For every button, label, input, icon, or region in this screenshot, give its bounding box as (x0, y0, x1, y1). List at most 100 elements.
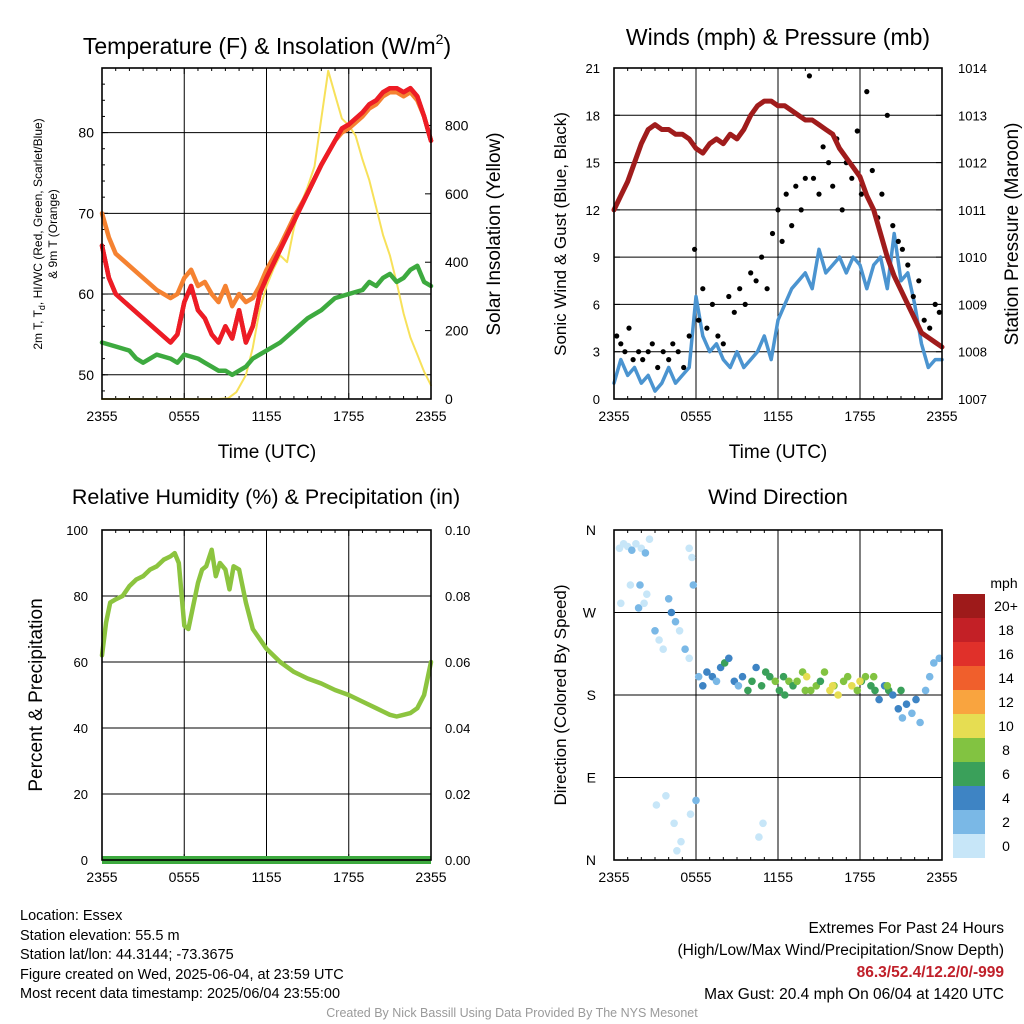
gust-point (810, 175, 817, 181)
gust-point (709, 301, 716, 307)
direction-point (834, 691, 842, 699)
direction-point (671, 617, 680, 626)
y-tick-label-left: 6 (593, 297, 600, 312)
y-axis-label-left: Direction (Colored By Speed) (551, 584, 570, 805)
y-tick-label-right: 1010 (958, 250, 987, 265)
recent-text: Most recent data timestamp: 2025/06/04 2… (20, 986, 341, 1003)
x-tick-label: 2355 (926, 408, 957, 424)
y-axis-label-left: 2m T, Td, HI/WC (Red, Green, Scarlet/Blu… (31, 118, 47, 349)
direction-point (703, 668, 711, 676)
direction-label: N (586, 852, 596, 868)
gust-point (864, 89, 870, 95)
y-axis-label-left: Percent & Precipitation (26, 598, 47, 791)
x-tick-label: 1755 (844, 869, 875, 885)
colorbar-swatch (953, 786, 985, 810)
x-tick-label: 2355 (926, 869, 957, 885)
y-axis-label-right: Station Pressure (Maroon) (1002, 123, 1023, 346)
colorbar-swatch (953, 690, 985, 714)
direction-point (662, 792, 670, 800)
gust-point (779, 238, 785, 244)
direction-point (793, 677, 801, 686)
y-tick-label-left: 0 (593, 392, 600, 407)
direction-point (628, 546, 636, 554)
direction-point (738, 672, 747, 681)
y-tick-label-left: 9 (593, 250, 600, 265)
x-tick-label: 1155 (251, 869, 281, 885)
direction-point (636, 581, 644, 589)
panel-1-grid: 2355 0555 1155 1755 2355 (86, 68, 447, 424)
x-tick-label: 1755 (333, 408, 364, 424)
y-tick-label-left: 70 (78, 205, 94, 221)
gust-point (731, 309, 737, 315)
colorbar-swatch (953, 834, 985, 858)
direction-point (801, 686, 810, 695)
gust-point (670, 341, 676, 347)
y-tick-label-right: 0.06 (445, 655, 470, 670)
chart-title-temperature: Temperature (F) & Insolation (W/m2) (83, 31, 451, 59)
gust-point (626, 325, 632, 331)
gust-point (936, 309, 942, 315)
y-tick-label-left: 40 (74, 721, 88, 736)
figure-canvas: 2355 0555 1155 1755 235550607080020040060080… (26, 24, 1023, 885)
latlon-text: Station lat/lon: 44.3144; -73.3675 (20, 947, 234, 964)
gust-point (764, 286, 770, 292)
gust-point (645, 349, 651, 355)
y-tick-label-right: 0.08 (445, 589, 470, 604)
direction-point (820, 668, 829, 676)
gust-point (769, 230, 776, 237)
direction-point (734, 682, 743, 690)
direction-point (853, 686, 862, 695)
series-relative-humidity (99, 547, 434, 719)
gust-point (759, 254, 765, 260)
panel-3-grid: 2355 0555 1155 1755 2355 (86, 530, 447, 885)
gust-point (910, 293, 916, 300)
gust-point (686, 333, 692, 339)
y-tick-label-left: 18 (586, 108, 600, 123)
direction-point (748, 677, 756, 686)
y-tick-label-right: 1012 (958, 156, 987, 171)
colorbar-label: 20+ (994, 598, 1018, 614)
direction-point (686, 810, 695, 818)
x-axis-label: Time (UTC) (729, 442, 828, 463)
direction-point (626, 581, 635, 589)
y-tick-label-left: 12 (586, 203, 600, 218)
colorbar-title: mph (990, 575, 1017, 591)
colorbar-swatch (953, 810, 985, 834)
direction-point (916, 718, 924, 727)
direction-point (664, 595, 673, 603)
gust-point (854, 128, 860, 134)
direction-point (677, 837, 685, 846)
gust-point (636, 349, 642, 355)
direction-point (766, 672, 774, 681)
x-tick-label: 2355 (598, 869, 629, 885)
gust-point (798, 207, 804, 213)
x-tick-label: 2355 (415, 869, 446, 885)
x-tick-label: 0555 (169, 869, 200, 885)
x-tick-label: 1155 (251, 408, 281, 424)
direction-point (848, 682, 856, 690)
direction-point (894, 705, 903, 713)
direction-point (655, 636, 663, 644)
y-tick-label-right: 0.00 (445, 853, 470, 868)
y-tick-label-right: 1007 (958, 392, 987, 407)
gust-point (816, 191, 822, 197)
x-tick-label: 2355 (415, 408, 446, 424)
gust-point (630, 357, 636, 363)
chart-title-humidity: Relative Humidity (%) & Precipitation (i… (72, 485, 460, 509)
extremes-title: Extremes For Past 24 Hours (808, 920, 1004, 937)
y-tick-label-left: 20 (74, 787, 88, 802)
direction-point (617, 599, 625, 608)
colorbar-swatch (953, 762, 985, 786)
direction-point (861, 672, 870, 681)
direction-point (652, 801, 661, 809)
direction-point (897, 686, 905, 695)
gust-point (895, 238, 901, 244)
y-tick-label-right: 400 (445, 254, 469, 270)
gust-point (742, 301, 748, 307)
x-tick-label: 2355 (86, 869, 117, 885)
gust-point (614, 333, 620, 339)
y-axis-label-left-2: & 9m T (Orange) (46, 189, 60, 279)
gust-point (806, 73, 813, 79)
plot-border (101, 67, 432, 400)
direction-point (775, 686, 784, 695)
